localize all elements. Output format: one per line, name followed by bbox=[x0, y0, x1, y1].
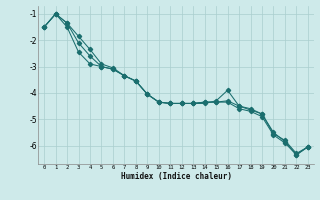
X-axis label: Humidex (Indice chaleur): Humidex (Indice chaleur) bbox=[121, 172, 231, 181]
